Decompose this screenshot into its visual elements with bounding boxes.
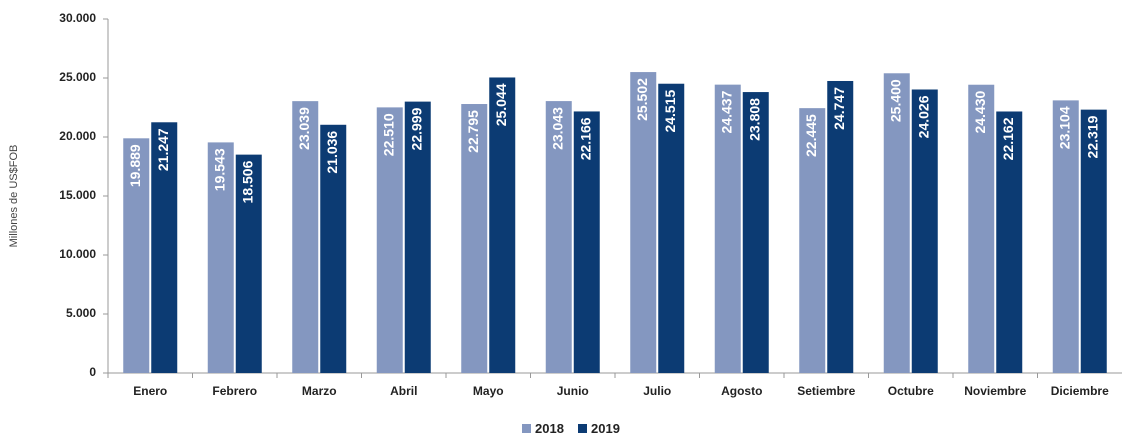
x-tick-label: Noviembre (964, 384, 1026, 398)
value-label: 24.026 (915, 95, 931, 138)
legend-label: 2018 (535, 421, 564, 436)
legend-swatch (578, 424, 587, 433)
x-tick-label: Julio (643, 384, 671, 398)
x-tick-label: Abril (390, 384, 417, 398)
x-tick-label: Junio (557, 384, 589, 398)
x-tick-label: Agosto (721, 384, 762, 398)
bar (207, 142, 234, 373)
bar (630, 72, 657, 373)
value-label: 25.400 (887, 79, 903, 122)
value-label: 18.506 (239, 160, 255, 203)
value-label: 22.319 (1084, 115, 1100, 158)
value-label: 22.445 (803, 114, 819, 157)
value-label: 22.795 (465, 110, 481, 153)
y-tick-label: 5.000 (66, 306, 96, 320)
value-label: 22.166 (577, 117, 593, 160)
value-label: 19.543 (211, 148, 227, 191)
bar (489, 77, 516, 373)
bar (235, 154, 262, 373)
value-label: 23.808 (746, 98, 762, 141)
bar (545, 101, 572, 374)
y-tick-label: 30.000 (59, 11, 96, 25)
bar (292, 101, 319, 373)
bar (1080, 109, 1107, 373)
value-label: 23.104 (1056, 106, 1072, 149)
value-label: 24.430 (972, 91, 988, 134)
x-tick-label: Enero (133, 384, 167, 398)
bar (911, 89, 938, 374)
value-label: 21.036 (324, 131, 340, 174)
x-tick-label: Diciembre (1051, 384, 1109, 398)
bar (404, 101, 431, 373)
y-tick-label: 25.000 (59, 70, 96, 84)
value-label: 23.039 (296, 107, 312, 150)
bar (573, 111, 600, 374)
bar (827, 80, 854, 373)
x-tick-label: Setiembre (797, 384, 855, 398)
x-tick-label: Marzo (302, 384, 337, 398)
value-label: 22.510 (380, 113, 396, 156)
value-label: 24.747 (831, 87, 847, 130)
legend-swatch (522, 424, 531, 433)
bar (996, 111, 1023, 373)
y-tick-label: 0 (89, 365, 96, 379)
value-label: 24.437 (718, 90, 734, 133)
value-label: 19.889 (127, 144, 143, 187)
bar (742, 92, 769, 373)
bar (1052, 100, 1079, 373)
bar (658, 83, 685, 374)
value-label: 25.044 (493, 83, 509, 126)
value-label: 24.515 (662, 90, 678, 133)
value-label: 25.502 (634, 78, 650, 121)
bar (883, 73, 910, 373)
value-label: 21.247 (155, 128, 171, 171)
bar (714, 84, 741, 373)
y-tick-label: 15.000 (59, 188, 96, 202)
bar (151, 122, 178, 373)
value-label: 23.043 (549, 107, 565, 150)
x-tick-label: Octubre (888, 384, 934, 398)
legend-label: 2019 (591, 421, 620, 436)
bar (968, 84, 995, 373)
value-label: 22.162 (1000, 117, 1016, 160)
y-tick-label: 10.000 (59, 247, 96, 261)
bar (320, 124, 347, 373)
bar (376, 107, 403, 373)
bar (799, 108, 826, 374)
bar (123, 138, 150, 373)
x-tick-label: Febrero (212, 384, 257, 398)
y-tick-label: 20.000 (59, 129, 96, 143)
x-tick-label: Mayo (473, 384, 504, 398)
bar (461, 104, 488, 374)
value-label: 22.999 (408, 107, 424, 150)
y-axis-label: Millones de US$FOB (8, 145, 20, 248)
